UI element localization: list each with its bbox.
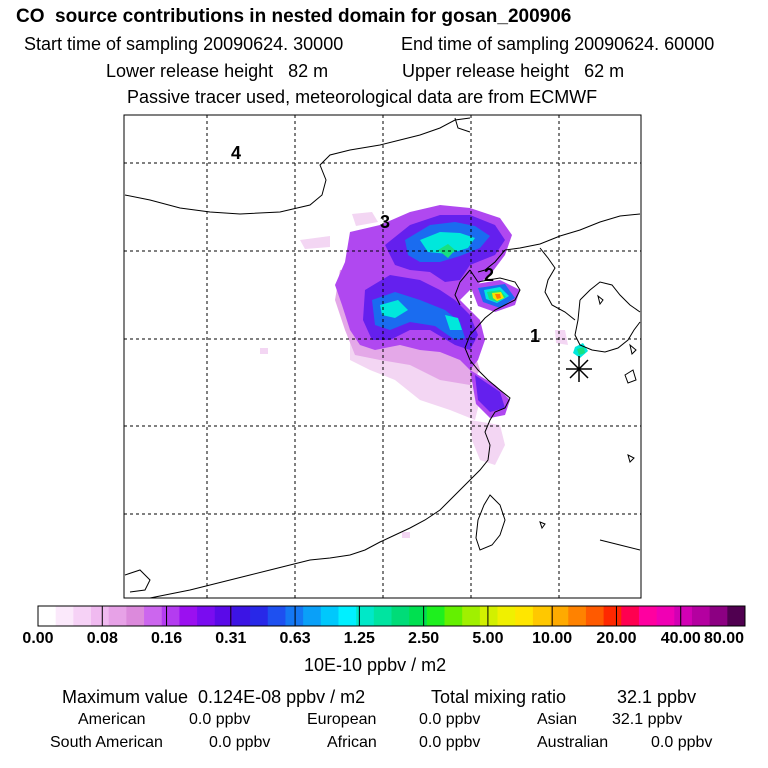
region-value-south-american: 0.0 ppbv — [209, 734, 271, 751]
colorbar-cell — [391, 606, 410, 626]
colorbar-cell — [585, 606, 604, 626]
colorbar-cell — [479, 606, 498, 626]
tracer-note: Passive tracer used, meteorological data… — [127, 87, 598, 107]
max-value-label: Maximum value 0.124E-08 ppbv / m2 — [62, 687, 366, 707]
colorbar-tick-label: 0.00 — [22, 630, 54, 647]
colorbar-cell — [550, 606, 569, 626]
coastline — [124, 117, 641, 599]
colorbar-cell — [267, 606, 286, 626]
colorbar-cell — [444, 606, 463, 626]
colorbar-cell — [426, 606, 445, 626]
end-time-label: End time of sampling 20090624. 60000 — [401, 34, 715, 54]
colorbar-cell — [144, 606, 163, 626]
colorbar-cell — [73, 606, 92, 626]
colorbar-cell — [126, 606, 145, 626]
upper-release-height-label: Upper release height 62 m — [402, 61, 625, 81]
colorbar-tick-label: 40.00 — [660, 630, 701, 647]
region-value-african: 0.0 ppbv — [419, 734, 481, 751]
colorbar-cell — [214, 606, 233, 626]
colorbar-cell — [621, 606, 640, 626]
colorbar-cell — [285, 606, 304, 626]
colorbar-cell — [338, 606, 357, 626]
colorbar-cell — [91, 606, 110, 626]
colorbar-cell — [373, 606, 392, 626]
colorbar-cell — [709, 606, 728, 626]
colorbar-cell — [462, 606, 481, 626]
region-name-south-american: South American — [50, 734, 163, 751]
colorbar-cell — [674, 606, 693, 626]
colorbar-cell — [497, 606, 516, 626]
colorbar-cell — [656, 606, 675, 626]
colorbar-tick-label: 20.00 — [596, 630, 637, 647]
colorbar-tick-label: 80.00 — [703, 630, 745, 647]
colorbar-cell — [55, 606, 74, 626]
map-title: CO source contributions in nested domain… — [16, 6, 572, 27]
colorbar-cell — [603, 606, 622, 626]
region-label-4: 4 — [231, 143, 241, 163]
start-time-label: Start time of sampling 20090624. 30000 — [24, 34, 344, 54]
region-name-australian: Australian — [537, 734, 609, 751]
colorbar-tick-label: 1.25 — [343, 630, 375, 647]
region-name-asian: Asian — [537, 711, 578, 728]
colorbar-cell — [356, 606, 375, 626]
colorbar-tick-label: 10.00 — [532, 630, 573, 647]
colorbar-cell — [409, 606, 428, 626]
colorbar-cell — [161, 606, 180, 626]
region-label-3: 3 — [380, 212, 390, 232]
region-name-african: African — [327, 734, 377, 751]
colorbar-tick-label: 0.31 — [215, 630, 247, 647]
lat-lon-grid — [124, 115, 641, 598]
colorbar-tick-label: 0.08 — [86, 630, 118, 647]
colorbar-cell — [303, 606, 322, 626]
total-mixing-value: 32.1 ppbv — [617, 687, 697, 707]
colorbar-cell — [38, 606, 57, 626]
colorbar-units: 10E-10 ppbv / m2 — [304, 655, 447, 675]
region-value-european: 0.0 ppbv — [419, 711, 481, 728]
colorbar-frame — [37, 605, 746, 627]
colorbar-tick-label: 0.63 — [279, 630, 311, 647]
region-label-2: 2 — [484, 265, 494, 285]
colorbar-cell — [320, 606, 339, 626]
region-value-american: 0.0 ppbv — [189, 711, 251, 728]
colorbar-tick-label: 0.16 — [150, 630, 183, 647]
colorbar-cell — [197, 606, 216, 626]
region-label-1: 1 — [530, 326, 540, 346]
colorbar-cell — [250, 606, 269, 626]
region-value-asian: 32.1 ppbv — [612, 711, 683, 728]
colorbar-cell — [515, 606, 534, 626]
lower-release-height-label: Lower release height 82 m — [106, 61, 329, 81]
colorbar-cell — [568, 606, 587, 626]
region-value-australian: 0.0 ppbv — [651, 734, 713, 751]
colorbar-cell — [532, 606, 551, 626]
colorbar-cell — [691, 606, 711, 626]
region-name-european: European — [307, 711, 377, 728]
concentration-plume — [260, 205, 588, 538]
colorbar-cell — [638, 606, 658, 626]
colorbar-cell — [727, 606, 746, 626]
colorbar-cell — [179, 606, 198, 626]
colorbar-tick-label: 5.00 — [472, 630, 504, 647]
region-name-american: American — [78, 711, 146, 728]
colorbar-cell — [232, 606, 251, 626]
colorbar-tick-label: 2.50 — [408, 630, 440, 647]
receptor-asterisk-icon — [566, 356, 592, 382]
total-mixing-label: Total mixing ratio — [431, 687, 567, 707]
colorbar-cell — [108, 606, 127, 626]
